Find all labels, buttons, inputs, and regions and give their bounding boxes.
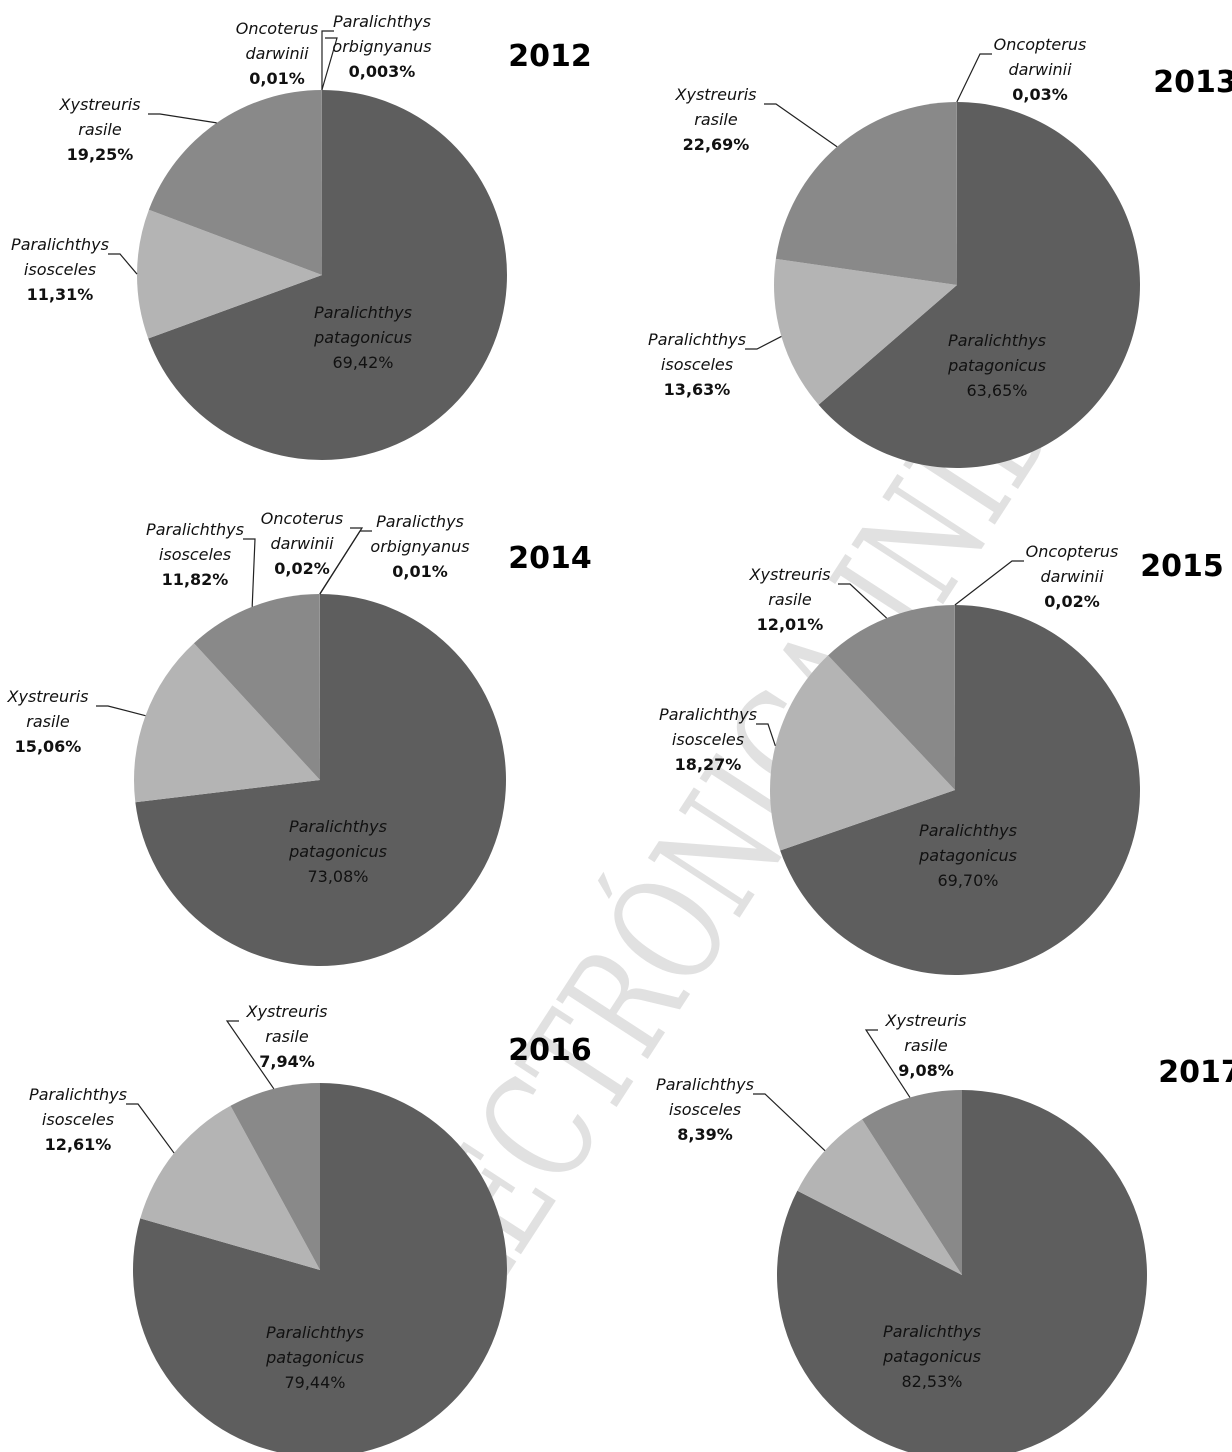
- slice-name: Paralicthys orbignyanus: [370, 512, 469, 556]
- leader-line: [753, 1093, 826, 1152]
- pie-slice: [773, 258, 957, 405]
- pie-slice: [140, 1105, 320, 1270]
- slice-name: Paralichthys isosceles: [11, 235, 109, 279]
- pie-chart: 2017 Paralichthys patagonicus 82,53% Paralic…: [656, 1011, 1232, 1452]
- leader-line: [956, 53, 992, 103]
- slice-name: Paralichthys isosceles: [146, 520, 244, 564]
- slice-value: 82,53%: [901, 1372, 962, 1391]
- slice-name: Paralichthys patagonicus: [918, 821, 1017, 865]
- pie-slice: [797, 1119, 962, 1275]
- pie-slice: [134, 643, 320, 803]
- pie-slice: [818, 102, 1140, 468]
- slice-value: 12,01%: [757, 615, 824, 634]
- pie-slice: [828, 605, 955, 790]
- leader-line: [745, 335, 782, 350]
- leader-line: [321, 30, 334, 91]
- slice-name: Xystreuris rasile: [7, 687, 89, 731]
- slice-name: Xystreuris rasile: [675, 85, 757, 129]
- leader-line: [864, 1029, 911, 1098]
- slice-name: Oncopterus darwinii: [994, 35, 1087, 79]
- slice-value: 0,02%: [1044, 592, 1100, 611]
- slice-value: 7,94%: [259, 1052, 315, 1071]
- slice-name: Paralichthys isosceles: [659, 705, 757, 749]
- slice-value: 18,27%: [675, 755, 742, 774]
- leader-line: [243, 538, 256, 607]
- slice-value: 13,63%: [664, 380, 731, 399]
- slice-name: Paralichthys patagonicus: [313, 303, 412, 347]
- slice-value: 11,82%: [162, 570, 229, 589]
- slice-value: 9,08%: [898, 1061, 954, 1080]
- slice-value: 79,44%: [284, 1373, 345, 1392]
- slice-name: Paralichthys isosceles: [648, 330, 746, 374]
- leader-line: [108, 253, 138, 275]
- pie-chart: 2016 Paralichthys patagonicus 79,44% Paralic…: [29, 1002, 592, 1452]
- slice-value: 11,31%: [27, 285, 94, 304]
- year-title: 2012: [508, 39, 592, 74]
- pie-slice: [148, 90, 322, 275]
- slice-value: 22,69%: [683, 135, 750, 154]
- leader-line: [954, 560, 1024, 606]
- leader-line: [319, 530, 372, 595]
- slice-value: 0,01%: [392, 562, 448, 581]
- slice-name: Xystreuris rasile: [749, 565, 831, 609]
- slice-name: Oncoterus darwinii: [261, 509, 344, 553]
- leader-line: [148, 113, 217, 124]
- pie-slice: [780, 605, 1140, 975]
- pie-slice: [862, 1090, 962, 1275]
- pie-chart: 2015 Paralichthys patagonicus 69,70% Paralic…: [659, 542, 1224, 975]
- pie-slice: [775, 102, 957, 285]
- pie-chart: 2013 Paralichthys patagonicus 63,65% Paralic…: [648, 35, 1232, 468]
- slice-name: Paralichthys patagonicus: [265, 1323, 364, 1367]
- slice-name: Oncopterus darwinii: [1026, 542, 1119, 586]
- slice-value: 69,70%: [937, 871, 998, 890]
- year-title: 2016: [508, 1033, 592, 1068]
- slice-value: 15,06%: [15, 737, 82, 756]
- slice-value: 0,03%: [1012, 85, 1068, 104]
- leader-line: [321, 37, 338, 91]
- slice-value: 0,003%: [349, 62, 416, 81]
- slice-value: 19,25%: [67, 145, 134, 164]
- pie-slice: [136, 209, 322, 339]
- leader-line: [225, 1020, 275, 1090]
- slice-name: Xystreuris rasile: [246, 1002, 328, 1046]
- year-title: 2017: [1158, 1055, 1232, 1090]
- pie-slice: [193, 594, 320, 780]
- slice-name: Xystreuris rasile: [59, 95, 141, 139]
- pie-slice: [777, 1090, 1147, 1452]
- slice-value: 0,01%: [249, 69, 305, 88]
- pie-slice: [133, 1083, 507, 1452]
- slice-name: Paralichthys patagonicus: [947, 331, 1046, 375]
- slice-value: 0,02%: [274, 559, 330, 578]
- pie-chart: 2014 Paralichthys patagonicus 73,08% Xystreu…: [7, 509, 592, 967]
- slice-name: Paralichthys isosceles: [656, 1075, 754, 1119]
- slice-name: Paralichthys patagonicus: [288, 817, 387, 861]
- slice-value: 69,42%: [332, 353, 393, 372]
- year-title: 2015: [1140, 549, 1224, 584]
- slice-value: 63,65%: [966, 381, 1027, 400]
- slice-value: 73,08%: [307, 867, 368, 886]
- slice-name: Paralichthys orbignyanus: [332, 12, 431, 56]
- year-title: 2014: [508, 541, 592, 576]
- slice-value: 8,39%: [677, 1125, 733, 1144]
- slice-value: 12,61%: [45, 1135, 112, 1154]
- slice-name: Paralichthys isosceles: [29, 1085, 127, 1129]
- slice-name: Oncoterus darwinii: [236, 19, 319, 63]
- year-title: 2013: [1153, 65, 1232, 100]
- slice-name: Paralichthys patagonicus: [882, 1322, 981, 1366]
- leader-line: [756, 723, 776, 747]
- pie-chart: 2012 Paralichthys patagonicus 69,42% Paralic…: [11, 12, 592, 460]
- leader-line: [838, 583, 888, 619]
- leader-line: [126, 1103, 175, 1154]
- pie-slice: [770, 655, 955, 851]
- leader-line: [764, 103, 838, 148]
- pie-slice: [135, 594, 506, 967]
- leader-line: [96, 705, 146, 717]
- slice-name: Xystreuris rasile: [885, 1011, 967, 1055]
- pie-slice: [230, 1083, 320, 1270]
- pie-slice: [148, 90, 507, 460]
